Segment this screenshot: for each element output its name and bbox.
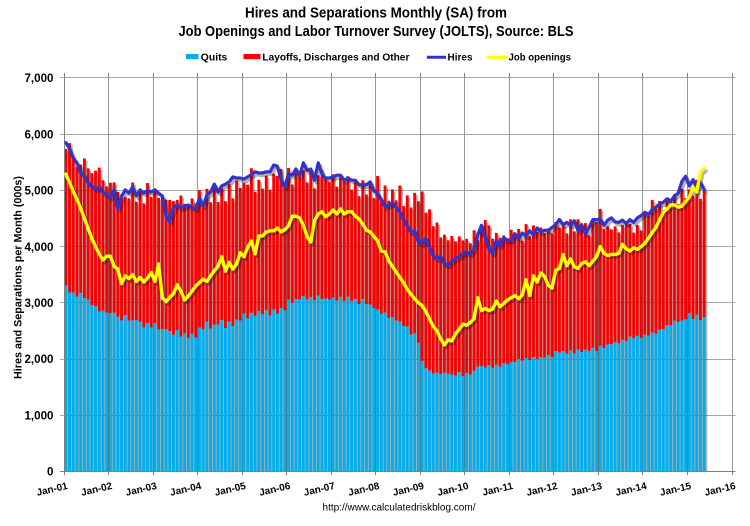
svg-text:1,000: 1,000 [24, 409, 53, 422]
svg-text:Quits: Quits [201, 52, 228, 63]
svg-text:5,000: 5,000 [24, 185, 53, 198]
svg-text:Job openings: Job openings [509, 52, 572, 63]
svg-text:7,000: 7,000 [24, 72, 53, 85]
svg-text:0: 0 [47, 466, 53, 479]
svg-text:2,000: 2,000 [24, 353, 53, 366]
svg-text:http://www.calculatedriskblog.: http://www.calculatedriskblog.com/ [323, 503, 476, 514]
svg-text:Hires and Separations per Mont: Hires and Separations per Month (000s) [13, 176, 25, 379]
svg-text:Layoffs, Discharges and Other: Layoffs, Discharges and Other [262, 52, 409, 63]
svg-text:3,000: 3,000 [24, 297, 53, 310]
svg-text:4,000: 4,000 [24, 241, 53, 254]
svg-text:Job Openings and Labor Turnove: Job Openings and Labor Turnover Survey (… [179, 24, 574, 40]
svg-text:Hires and Separations Monthly: Hires and Separations Monthly (SA) from [245, 5, 507, 21]
svg-text:Hires: Hires [448, 52, 473, 63]
svg-text:6,000: 6,000 [24, 128, 53, 141]
